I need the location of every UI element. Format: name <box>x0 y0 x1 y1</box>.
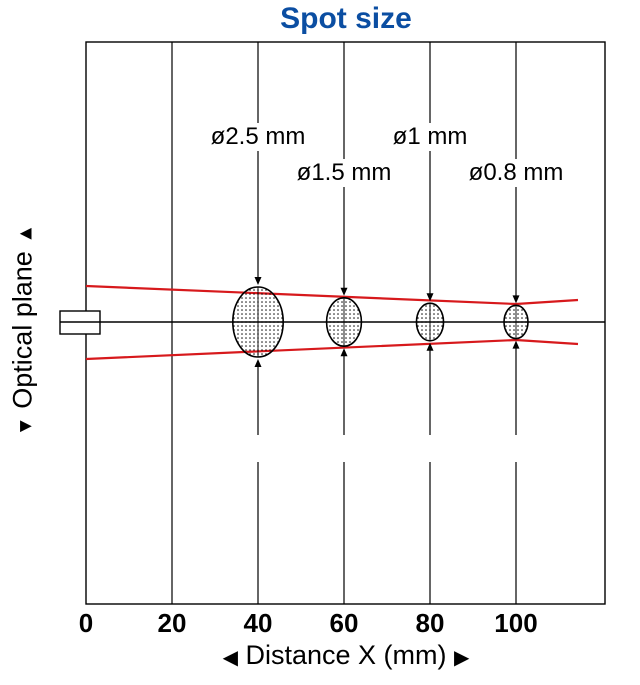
beam-upper-edge <box>85 284 579 306</box>
x-axis-tick-labels: 0 20 40 60 80 100 <box>79 608 538 638</box>
beam-lower-edge <box>85 338 579 361</box>
spot-label: ø1 mm <box>393 123 468 150</box>
spot-label: ø0.8 mm <box>469 159 564 186</box>
arrow-up-icon <box>426 342 434 351</box>
arrow-up-icon <box>340 348 348 357</box>
spot-60: ø1.5 mm <box>282 159 406 435</box>
arrow-down-icon <box>426 293 434 302</box>
spot-100: ø0.8 mm <box>454 159 578 435</box>
arrow-down-icon <box>512 295 520 304</box>
tick-label-60: 60 <box>330 608 359 638</box>
tick-label-20: 20 <box>158 608 187 638</box>
left-triangle-icon: ◀ <box>222 647 238 669</box>
laser-beam <box>85 284 579 361</box>
right-triangle-icon: ▶ <box>454 647 470 669</box>
arrow-up-icon <box>512 340 520 349</box>
diagram-title: Spot size <box>280 2 412 35</box>
spot-label-background <box>368 123 492 151</box>
spot-label-background <box>282 159 406 187</box>
tick-label-100: 100 <box>494 608 537 638</box>
tick-label-80: 80 <box>416 608 445 638</box>
spot-40: ø2.5 mm <box>196 123 320 435</box>
spot-label-background <box>454 159 578 187</box>
x-axis-label: ◀ Distance X (mm) ▶ <box>86 640 606 671</box>
tick-label-0: 0 <box>79 608 93 638</box>
arrow-up-icon <box>254 359 262 367</box>
x-axis-label-text: Distance X (mm) <box>245 640 447 670</box>
spot-label-background <box>196 123 320 151</box>
tick-label-40: 40 <box>244 608 273 638</box>
spot-label: ø1.5 mm <box>297 159 392 186</box>
arrow-down-icon <box>340 287 348 296</box>
arrow-down-icon <box>254 277 262 285</box>
spot-80: ø1 mm <box>368 123 492 435</box>
spot-label: ø2.5 mm <box>211 123 306 150</box>
